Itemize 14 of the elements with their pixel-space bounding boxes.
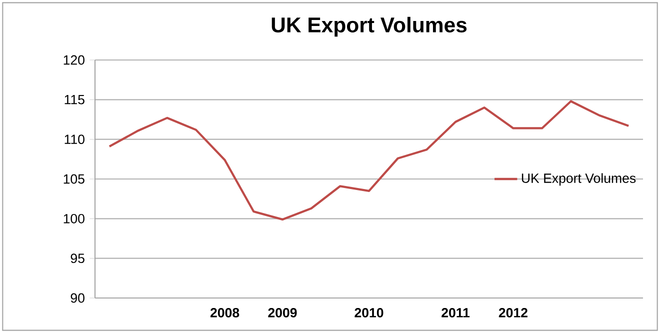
y-tick-label: 120 [64, 55, 84, 65]
x-tick-label: 2009 [268, 308, 297, 318]
y-tick-label: 90 [70, 293, 84, 303]
x-tick-label: 2011 [442, 308, 470, 318]
x-tick-label: 2012 [498, 308, 528, 318]
chart-title: UK Export Volumes [272, 16, 467, 37]
x-tick-label: 2008 [210, 308, 240, 318]
y-tick-label: 110 [64, 134, 84, 144]
legend-label: UK Export Volumes [522, 173, 636, 186]
x-tick-label: 2010 [354, 308, 384, 318]
y-tick-label: 105 [64, 174, 84, 184]
y-tick-label: 95 [70, 254, 84, 264]
y-tick-label: 100 [64, 214, 84, 224]
y-tick-label: 115 [64, 95, 84, 104]
